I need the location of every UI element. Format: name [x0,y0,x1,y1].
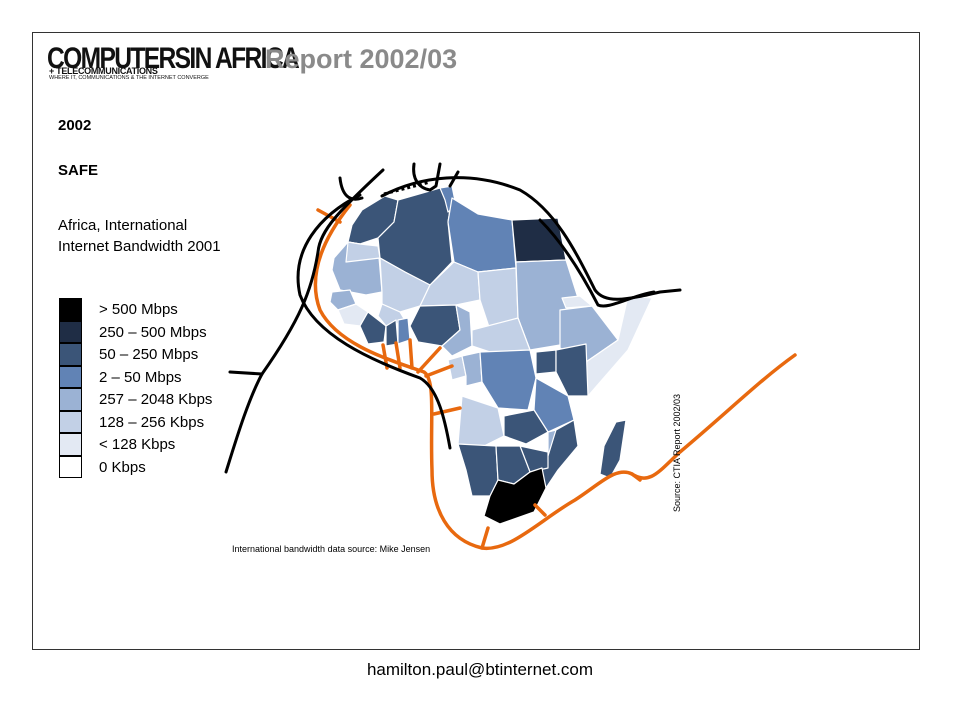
country-drc [479,349,537,411]
country-tanzania [533,377,575,433]
country-madagascar [599,419,627,479]
logo-main-text: COMPUTERSIN AFRICA [47,42,300,75]
legend-swatch [59,365,82,388]
computers-in-africa-logo: COMPUTERSIN AFRICA + TELECOMMUNICATIONS … [47,44,300,82]
country-south-africa [483,467,547,525]
legend-swatch [59,298,82,321]
safe-cable-branch-6 [424,364,454,378]
report-source-note: Source: CTIA Report 2002/03 [672,393,682,512]
safe-cable-branch-3 [394,341,402,370]
country-congo [461,351,483,387]
country-uganda [535,349,557,375]
legend-swatch [59,455,82,478]
safe-cable-branch-5 [416,346,442,374]
black-cable-spur [228,370,264,376]
cable-name: SAFE [58,162,99,179]
black-cable-redsea [538,218,656,308]
country-zambia [503,409,549,445]
logo-sub-text: + TELECOMMUNICATIONS [49,66,158,76]
black-cable-dotted [383,180,431,196]
legend-label: 50 – 250 Mbps [99,346,199,363]
black-cable-atlantic [296,193,452,450]
legend-swatch [59,433,82,456]
country-cameroon [441,304,473,357]
safe-cable-branch-9 [533,503,547,517]
legend-label: 2 – 50 Mbps [99,368,182,386]
legend-swatch [59,343,82,366]
country-kenya [555,343,589,397]
logo-tagline: WHERE IT, COMMUNICATIONS & THE INTERNET … [49,75,209,81]
black-cable-west-loop [224,168,385,474]
country-cote-divoire [359,311,387,345]
safe-cable-west [313,203,797,550]
legend-label: < 128 Kbps [99,436,176,453]
map-subtitle: Africa, International Internet Bandwidth… [58,217,221,255]
country-libya [447,197,517,273]
country-angola [457,395,505,447]
legend-swatch [59,320,82,343]
safe-cable-branch-7 [432,406,462,416]
legend-label: > 500 Mbps [99,301,178,318]
country-namibia [457,443,499,497]
map-year: 2002 [58,117,92,134]
legend-label: 0 Kbps [99,458,146,476]
legend-swatch [59,410,82,433]
report-title: Report 2002/03 [265,44,458,74]
safe-cable-branch-4 [408,338,414,370]
bandwidth-source-note: International bandwidth data source: Mik… [232,544,431,554]
legend-label: 128 – 256 Kbps [99,413,205,431]
country-eritrea [561,295,593,309]
legend-label: 250 – 500 Mbps [99,323,207,341]
legend-label: 257 – 2048 Kbps [99,391,213,408]
country-togo-benin [397,317,411,345]
legend-swatch [59,388,82,411]
safe-cable-branch-10 [630,472,642,482]
black-cable-med-1 [338,176,364,201]
black-cable-med-2 [412,162,442,192]
black-cable-med-trunk [380,176,682,301]
country-w-sahara [345,241,381,263]
country-mali [379,257,431,313]
safe-cable-branch-8 [480,526,490,550]
footer-email: hamilton.paul@btinternet.com [366,660,594,679]
